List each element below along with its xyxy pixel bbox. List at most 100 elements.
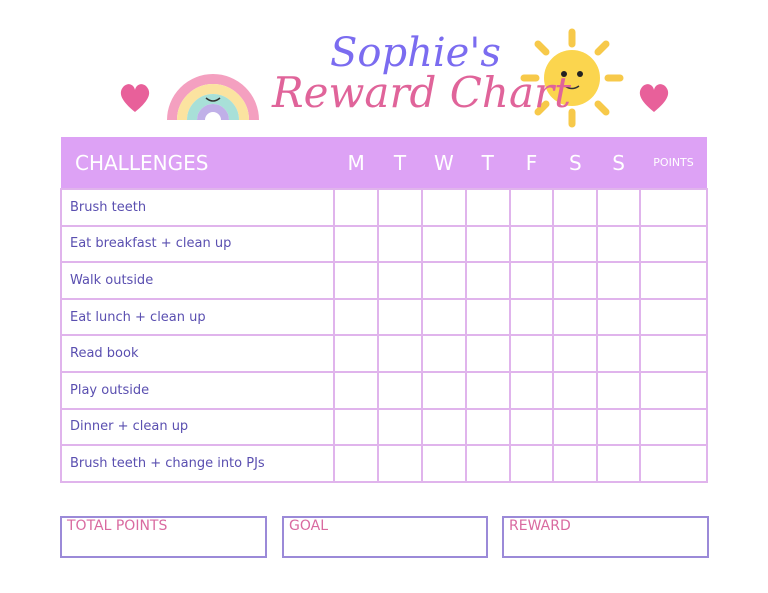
title-name: Sophie's — [330, 30, 501, 76]
challenge-label: Walk outside — [59, 261, 336, 300]
day-cell[interactable] — [377, 407, 423, 447]
points-cell[interactable] — [639, 297, 708, 337]
table-row: Brush teeth — [59, 188, 708, 227]
points-cell[interactable] — [639, 407, 708, 447]
header-challenges: CHALLENGES — [61, 137, 335, 189]
day-cell[interactable] — [552, 407, 599, 447]
day-cell[interactable] — [420, 444, 467, 483]
sun-icon — [520, 28, 624, 128]
day-cell[interactable] — [333, 188, 380, 227]
day-cell[interactable] — [333, 444, 380, 483]
day-cell[interactable] — [377, 297, 423, 337]
day-cell[interactable] — [596, 297, 642, 337]
challenge-label: Read book — [59, 334, 336, 373]
header-day: S — [553, 137, 598, 189]
goal-label: GOAL — [289, 518, 328, 534]
table-row: Eat lunch + clean up — [59, 297, 708, 337]
day-cell[interactable] — [552, 224, 599, 264]
day-cell[interactable] — [377, 261, 423, 300]
points-cell[interactable] — [639, 370, 708, 410]
day-cell[interactable] — [596, 444, 642, 483]
points-cell[interactable] — [639, 224, 708, 264]
day-cell[interactable] — [508, 334, 555, 373]
day-cell[interactable] — [596, 188, 642, 227]
day-cell[interactable] — [420, 261, 467, 300]
day-cell[interactable] — [552, 444, 599, 483]
day-cell[interactable] — [377, 370, 423, 410]
day-cell[interactable] — [333, 261, 380, 300]
points-cell[interactable] — [639, 188, 708, 227]
day-cell[interactable] — [552, 188, 599, 227]
table-row: Read book — [59, 334, 708, 373]
day-cell[interactable] — [596, 224, 642, 264]
total-points-label: TOTAL POINTS — [67, 518, 168, 534]
day-cell[interactable] — [377, 334, 423, 373]
day-cell[interactable] — [464, 261, 511, 300]
day-cell[interactable] — [508, 261, 555, 300]
points-cell[interactable] — [639, 261, 708, 300]
challenge-label: Brush teeth — [59, 188, 336, 227]
day-cell[interactable] — [596, 261, 642, 300]
day-cell[interactable] — [508, 407, 555, 447]
day-cell[interactable] — [552, 370, 599, 410]
table-row: Dinner + clean up — [59, 407, 708, 447]
points-cell[interactable] — [639, 444, 708, 483]
day-cell[interactable] — [596, 370, 642, 410]
day-cell[interactable] — [596, 407, 642, 447]
day-cell[interactable] — [420, 224, 467, 264]
table-row: Brush teeth + change into PJs — [59, 444, 708, 483]
day-cell[interactable] — [464, 370, 511, 410]
header-points: POINTS — [640, 137, 707, 189]
day-cell[interactable] — [333, 334, 380, 373]
day-cell[interactable] — [552, 261, 599, 300]
day-cell[interactable] — [596, 334, 642, 373]
header-day: T — [378, 137, 422, 189]
day-cell[interactable] — [377, 444, 423, 483]
day-cell[interactable] — [420, 297, 467, 337]
day-cell[interactable] — [420, 370, 467, 410]
header-day: T — [465, 137, 510, 189]
day-cell[interactable] — [420, 188, 467, 227]
day-cell[interactable] — [508, 444, 555, 483]
day-cell[interactable] — [464, 444, 511, 483]
day-cell[interactable] — [333, 370, 380, 410]
day-cell[interactable] — [420, 407, 467, 447]
reward-box[interactable]: REWARD — [502, 516, 709, 558]
goal-box[interactable]: GOAL — [282, 516, 488, 558]
challenge-label: Brush teeth + change into PJs — [59, 444, 336, 483]
day-cell[interactable] — [464, 334, 511, 373]
challenge-label: Play outside — [59, 370, 336, 410]
points-cell[interactable] — [639, 334, 708, 373]
day-cell[interactable] — [333, 407, 380, 447]
header-day: M — [334, 137, 379, 189]
rainbow-icon — [167, 74, 259, 121]
day-cell[interactable] — [333, 297, 380, 337]
day-cell[interactable] — [464, 297, 511, 337]
header-day: W — [421, 137, 466, 189]
day-cell[interactable] — [552, 334, 599, 373]
day-cell[interactable] — [508, 370, 555, 410]
table-row: Play outside — [59, 370, 708, 410]
heart-icon — [120, 84, 150, 112]
day-cell[interactable] — [377, 224, 423, 264]
table-row: Walk outside — [59, 261, 708, 300]
table-row: Eat breakfast + clean up — [59, 224, 708, 264]
title-main: Reward Chart — [272, 68, 571, 117]
day-cell[interactable] — [552, 297, 599, 337]
total-points-box[interactable]: TOTAL POINTS — [60, 516, 267, 558]
header-day: S — [597, 137, 641, 189]
day-cell[interactable] — [508, 297, 555, 337]
reward-chart-table: CHALLENGES M T W T F S S POINTS Brush teeth Eat … — [59, 137, 708, 483]
day-cell[interactable] — [333, 224, 380, 264]
day-cell[interactable] — [464, 188, 511, 227]
challenge-label: Eat breakfast + clean up — [59, 224, 336, 264]
day-cell[interactable] — [508, 188, 555, 227]
challenge-label: Dinner + clean up — [59, 407, 336, 447]
day-cell[interactable] — [464, 407, 511, 447]
header-day: F — [509, 137, 554, 189]
day-cell[interactable] — [420, 334, 467, 373]
day-cell[interactable] — [508, 224, 555, 264]
day-cell[interactable] — [377, 188, 423, 227]
challenge-label: Eat lunch + clean up — [59, 297, 336, 337]
day-cell[interactable] — [464, 224, 511, 264]
